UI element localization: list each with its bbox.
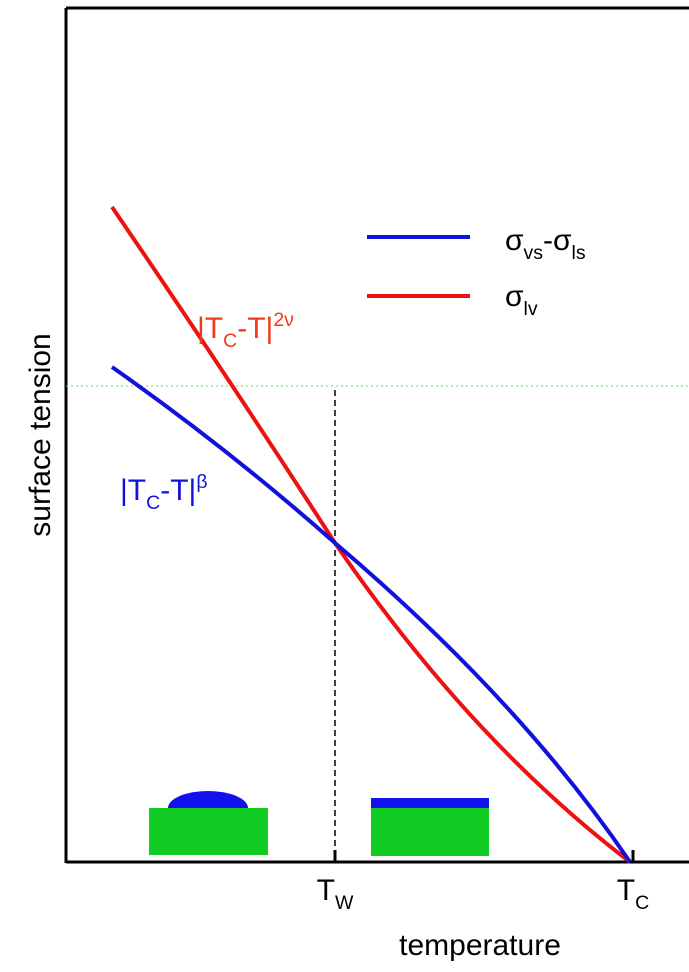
x-axis-label: temperature (399, 929, 561, 962)
label-text: σ (505, 280, 524, 313)
x-tick-label: TC (617, 874, 649, 914)
label-text: |T (197, 312, 223, 345)
label-subscript: C (223, 330, 237, 352)
annotation: |TC-T|2ν (197, 309, 294, 352)
label-subscript: C (146, 492, 160, 514)
label-subscript: W (335, 892, 354, 914)
sigma-diff-curve (110, 365, 632, 864)
legend-label: σlv (505, 280, 538, 320)
label-text: T (317, 874, 335, 907)
label-supscript: β (196, 471, 207, 493)
label-text: -T| (160, 474, 196, 507)
substrate (371, 808, 489, 856)
substrate (149, 808, 268, 855)
annotation: |TC-T|β (120, 471, 208, 514)
label-text: T (617, 874, 635, 907)
label-supscript: 2ν (273, 309, 294, 331)
label-text: σ (505, 224, 524, 257)
label-subscript: vs (524, 242, 544, 264)
label-text: -T| (237, 312, 273, 345)
wetting-film (371, 798, 489, 808)
label-subscript: ls (572, 242, 586, 264)
label-subscript: lv (524, 298, 538, 320)
legend-label: σvs-σls (505, 224, 586, 264)
label-text: |T (120, 474, 146, 507)
droplet (168, 791, 248, 808)
sigma-lv-curve (110, 205, 632, 864)
y-axis-label: surface tension (24, 333, 57, 536)
label-subscript: C (635, 892, 649, 914)
label-text: -σ (543, 224, 572, 257)
x-tick-label: TW (317, 874, 354, 914)
